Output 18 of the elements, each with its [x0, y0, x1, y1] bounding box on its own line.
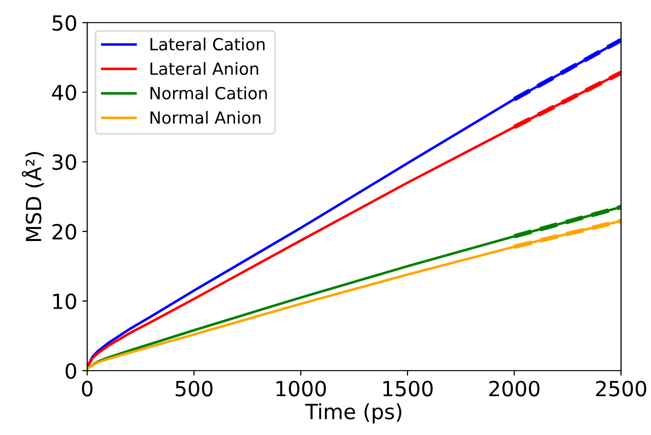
- y-tick-label: 0: [66, 363, 76, 379]
- y-tick-label: 40: [52, 84, 76, 100]
- legend-label: Lateral Anion: [150, 62, 258, 75]
- y-tick-label: 30: [52, 154, 76, 170]
- legend-label: Normal Anion: [150, 111, 260, 124]
- legend-label: Lateral Cation: [150, 38, 265, 51]
- x-tick-label: 0: [82, 380, 92, 396]
- y-axis-title: MSD (Å²): [22, 152, 44, 241]
- x-tick-label: 2000: [489, 380, 540, 396]
- legend-label: Normal Cation: [150, 86, 267, 100]
- x-tick-label: 500: [176, 380, 212, 396]
- y-tick-label: 20: [52, 224, 76, 240]
- x-tick-label: 2500: [596, 380, 646, 396]
- x-tick-label: 1000: [276, 380, 326, 396]
- x-tick-label: 1500: [383, 380, 433, 396]
- y-tick-label: 50: [52, 15, 76, 31]
- x-axis-title: Time (ps): [305, 403, 402, 424]
- y-tick-label: 10: [53, 293, 76, 310]
